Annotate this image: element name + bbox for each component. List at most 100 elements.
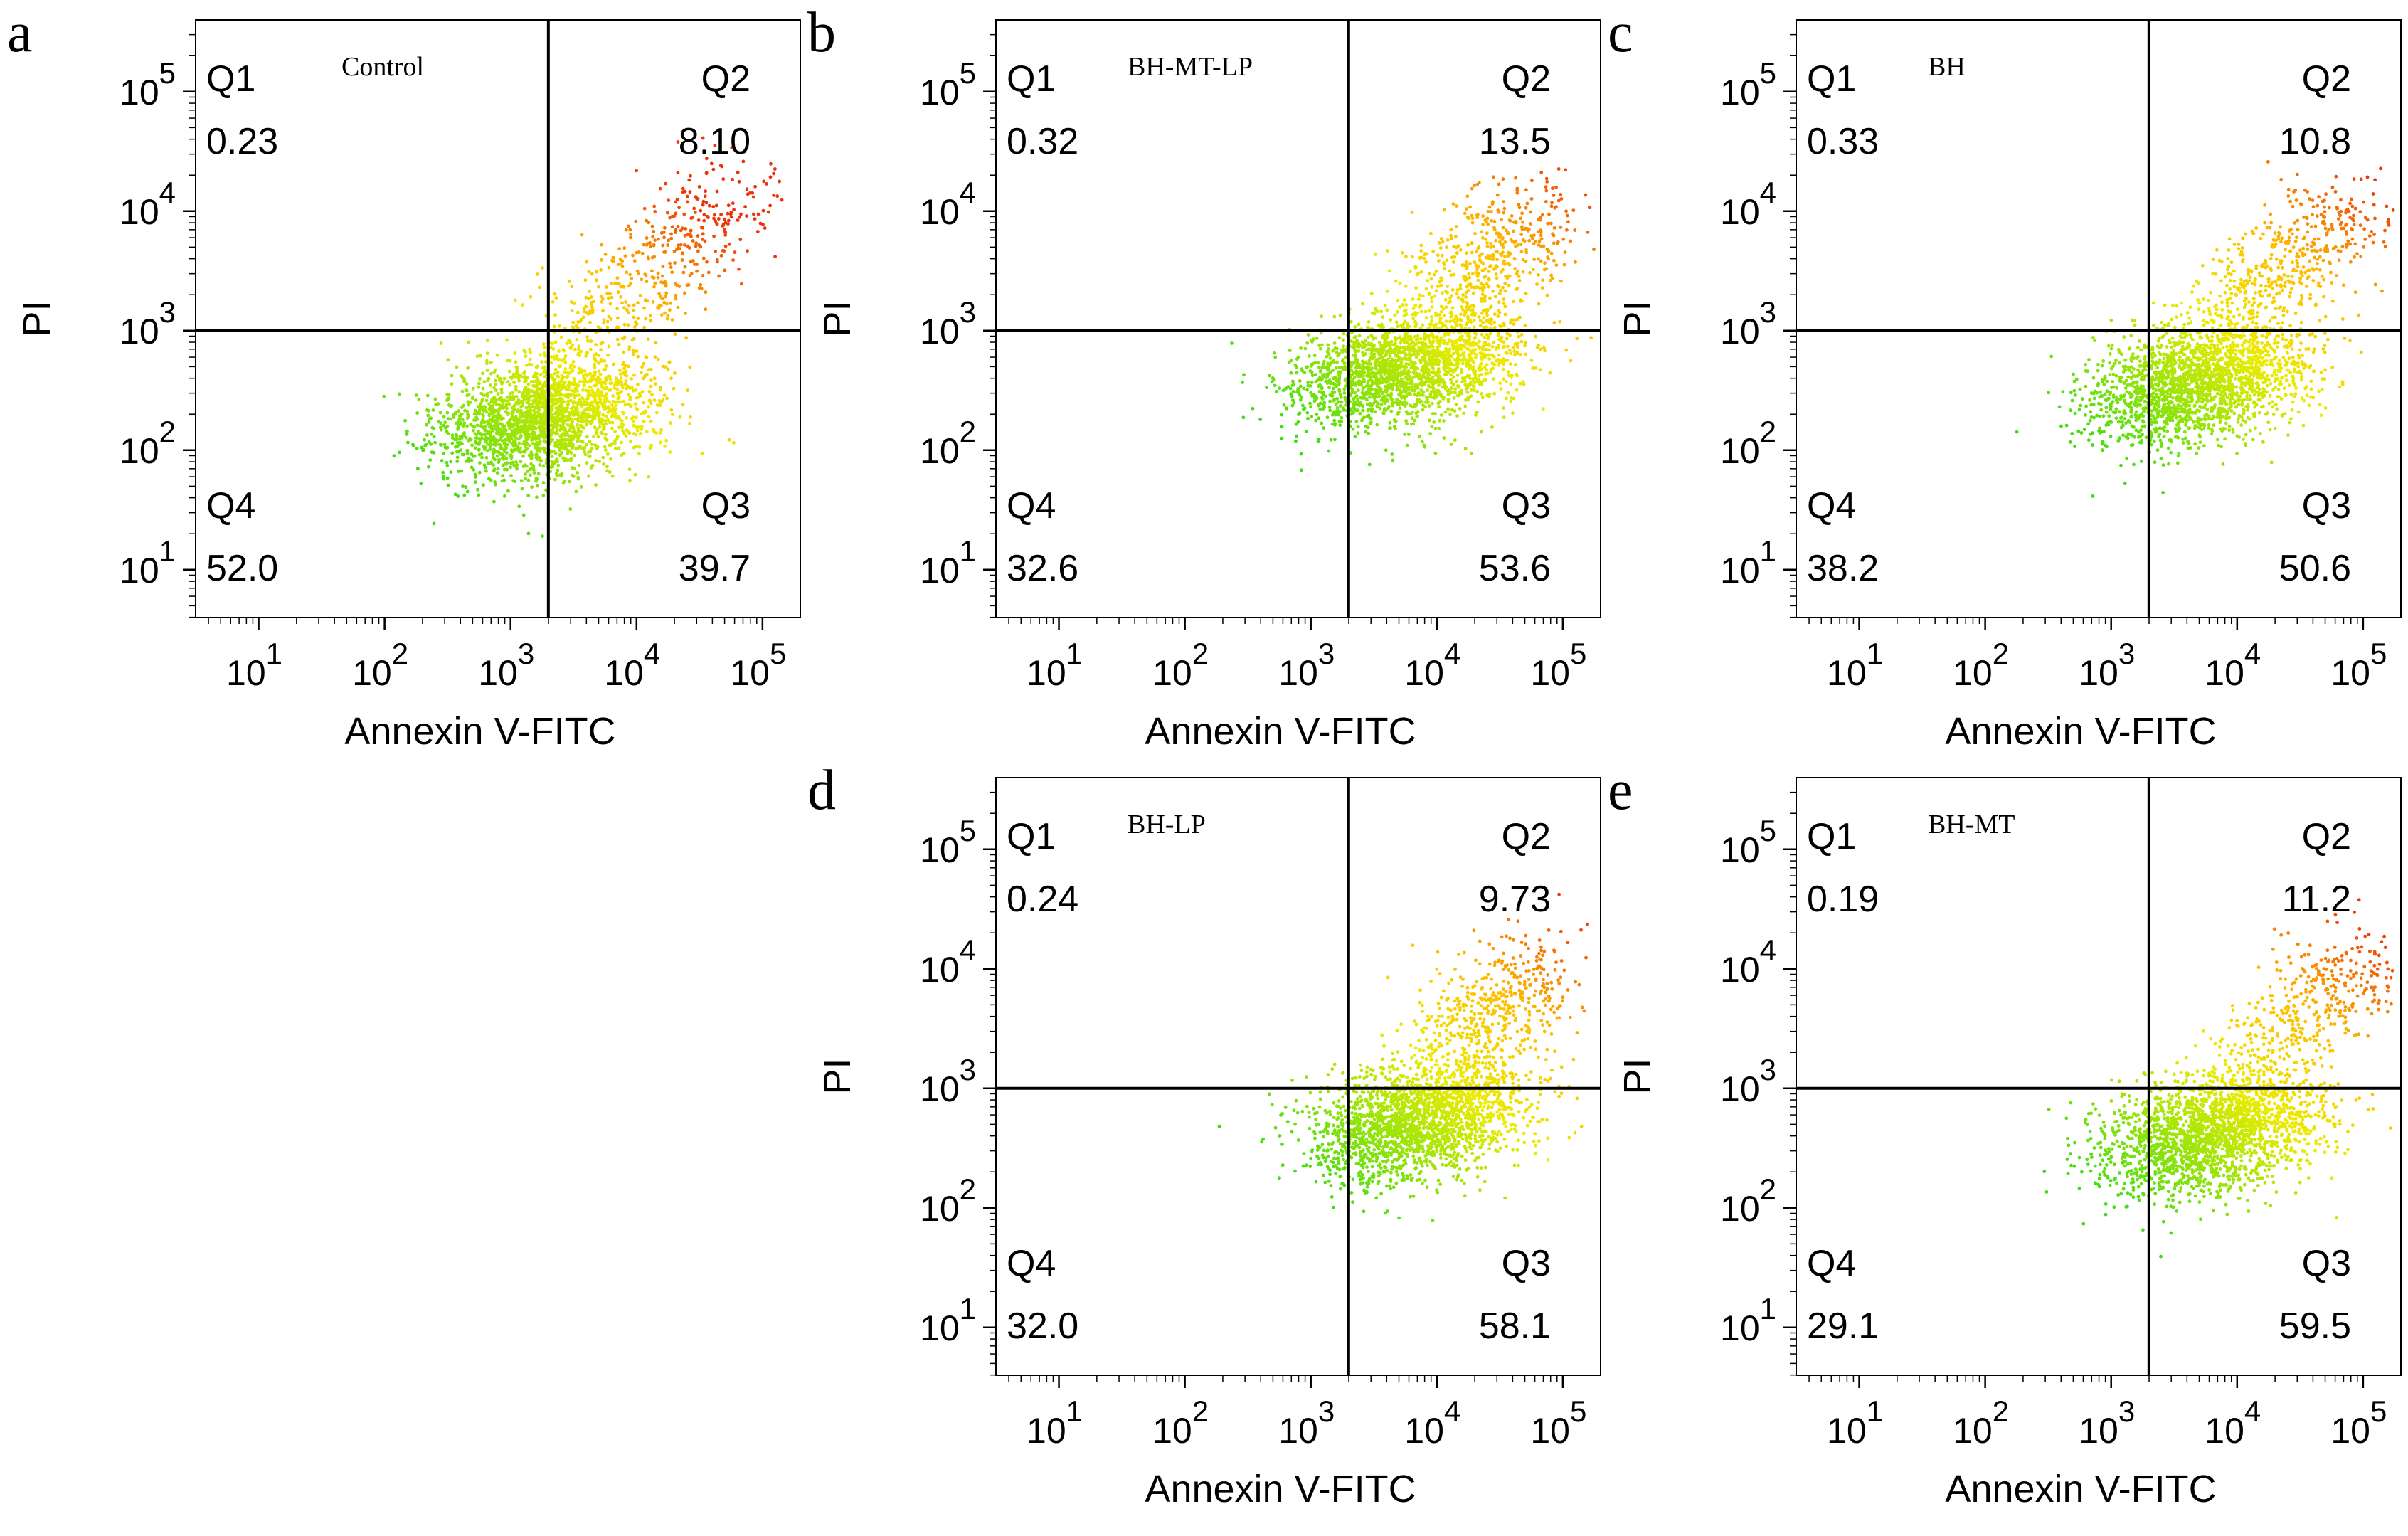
data-point xyxy=(603,448,608,452)
data-point xyxy=(588,320,592,324)
data-point xyxy=(604,396,608,401)
data-point xyxy=(1327,347,1330,351)
data-point xyxy=(1432,420,1436,424)
data-point xyxy=(558,473,562,477)
data-point xyxy=(631,253,635,258)
data-point xyxy=(1476,278,1480,282)
data-point xyxy=(712,234,716,238)
data-point xyxy=(1478,324,1483,328)
data-point xyxy=(1450,363,1455,367)
data-point xyxy=(686,200,689,204)
data-point xyxy=(1497,292,1502,296)
data-point xyxy=(587,474,590,478)
data-point xyxy=(683,189,687,194)
data-point xyxy=(716,260,719,264)
data-point xyxy=(550,455,554,458)
data-point xyxy=(652,398,657,402)
data-point xyxy=(588,290,591,293)
data-point xyxy=(553,340,558,344)
x-axis-label: Annexin V-FITC xyxy=(344,710,615,753)
data-point xyxy=(1331,386,1335,391)
data-point xyxy=(1478,319,1483,323)
data-point xyxy=(1398,406,1402,411)
data-point xyxy=(1480,392,1484,396)
data-point xyxy=(556,413,561,417)
data-point xyxy=(1369,408,1373,412)
data-point xyxy=(1437,383,1441,387)
data-point xyxy=(677,206,681,210)
data-point xyxy=(504,403,509,407)
data-point xyxy=(500,434,504,438)
data-point xyxy=(537,421,541,425)
data-point xyxy=(610,426,614,430)
data-point xyxy=(479,424,483,428)
data-point xyxy=(520,487,524,491)
data-point xyxy=(1325,354,1329,359)
data-point xyxy=(649,244,652,248)
data-point xyxy=(403,418,407,423)
data-point xyxy=(484,455,489,460)
y-tick-label: 105 xyxy=(120,56,176,112)
data-point xyxy=(1402,298,1406,302)
data-point xyxy=(540,423,544,427)
data-point xyxy=(668,261,672,265)
data-point xyxy=(1465,314,1470,319)
data-point xyxy=(1460,297,1465,302)
data-point xyxy=(571,425,575,428)
data-point xyxy=(664,291,669,295)
data-point xyxy=(1303,406,1307,411)
data-point xyxy=(1291,379,1295,383)
data-point xyxy=(487,407,492,411)
data-point xyxy=(1357,349,1361,353)
data-point xyxy=(1404,404,1407,408)
data-point xyxy=(593,391,597,396)
data-point xyxy=(723,268,727,272)
data-point xyxy=(588,450,593,454)
data-point xyxy=(1381,315,1385,319)
data-point xyxy=(1295,365,1299,369)
data-points xyxy=(382,136,784,538)
data-point xyxy=(1430,305,1434,309)
data-point xyxy=(503,494,506,498)
data-point xyxy=(1446,393,1450,397)
data-point xyxy=(1394,345,1399,349)
data-point xyxy=(1338,404,1342,408)
data-point xyxy=(500,439,504,443)
data-point xyxy=(454,433,458,437)
data-point xyxy=(623,381,627,386)
data-point xyxy=(1501,361,1505,366)
data-point xyxy=(1379,309,1383,314)
data-point xyxy=(1306,383,1310,388)
data-point xyxy=(576,446,580,450)
data-point xyxy=(560,376,564,381)
data-point xyxy=(1477,181,1481,184)
data-point xyxy=(1532,233,1536,238)
data-point xyxy=(1366,335,1370,339)
data-point xyxy=(1398,281,1402,285)
data-point xyxy=(618,372,622,376)
data-point xyxy=(1338,410,1342,414)
data-point xyxy=(610,474,615,478)
data-point xyxy=(453,492,457,497)
data-point xyxy=(560,359,564,362)
data-point xyxy=(1393,347,1396,351)
data-point xyxy=(433,440,437,445)
data-point xyxy=(1561,237,1566,241)
data-point xyxy=(1497,331,1500,335)
data-point xyxy=(1503,240,1507,244)
data-point xyxy=(696,249,700,253)
data-point xyxy=(676,224,680,228)
data-point xyxy=(632,445,636,450)
data-point xyxy=(613,401,617,404)
data-point xyxy=(1322,426,1326,430)
data-point xyxy=(1396,349,1400,353)
data-point xyxy=(1549,221,1553,226)
data-point xyxy=(529,456,534,460)
data-point xyxy=(1430,389,1433,393)
data-point xyxy=(1475,216,1479,220)
data-point xyxy=(525,406,529,409)
data-point xyxy=(700,452,704,455)
data-point xyxy=(529,394,533,398)
data-point xyxy=(1409,385,1413,389)
data-point xyxy=(1487,285,1491,289)
